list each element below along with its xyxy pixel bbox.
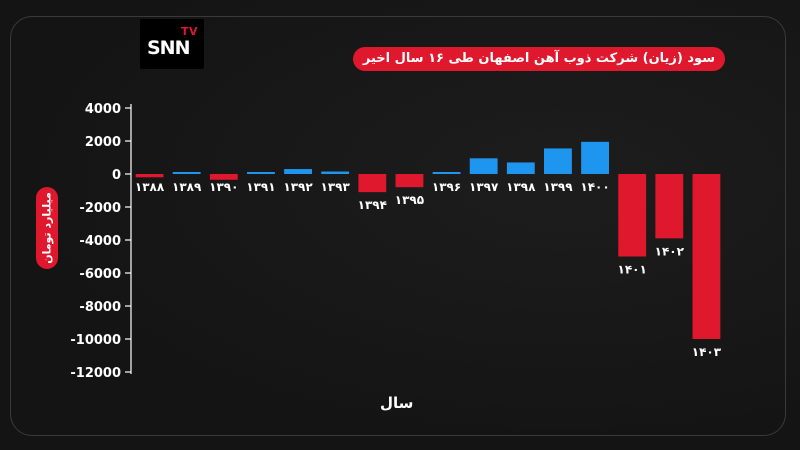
bar (172, 172, 201, 174)
bar (247, 172, 275, 174)
category-label: ۱۴۰۱ (618, 263, 647, 277)
y-tick-label: -6000 (79, 267, 121, 282)
bar (581, 141, 609, 174)
chart-frame (10, 16, 786, 436)
y-tick-label: -12000 (70, 366, 121, 381)
bar (321, 171, 350, 174)
y-tick-label: 2000 (85, 135, 121, 150)
bar (655, 174, 684, 239)
snn-tv-logo: TV SNN (140, 19, 204, 69)
y-tick-label: 0 (112, 168, 121, 183)
category-label: ۱۳۹۸ (506, 180, 536, 194)
category-label: ۱۴۰۲ (655, 244, 685, 258)
bar (469, 158, 498, 174)
bar (692, 174, 721, 339)
y-tick-label: -2000 (79, 201, 121, 216)
bar (618, 174, 647, 257)
bar (358, 174, 387, 193)
category-label: ۱۴۰۰ (580, 180, 609, 194)
category-label: ۱۳۸۹ (172, 180, 202, 194)
category-label: ۱۳۹۵ (395, 193, 424, 207)
logo-snn-text: SNN (147, 37, 190, 59)
bar (284, 169, 312, 174)
bar (506, 162, 535, 174)
category-label: ۱۳۹۰ (209, 180, 238, 194)
bar (209, 174, 238, 180)
bar (395, 174, 424, 188)
category-label: ۱۳۹۴ (358, 198, 387, 212)
chart-title: سود (زیان) شرکت ذوب آهن اصفهان طی ۱۶ سال… (352, 47, 725, 71)
x-axis-label: سال (380, 394, 414, 412)
y-tick-label: -4000 (79, 234, 121, 249)
category-label: ۱۳۹۷ (469, 180, 499, 194)
category-label: ۱۳۹۶ (432, 180, 461, 194)
logo-tv-text: TV (180, 25, 198, 38)
category-label: ۱۳۹۲ (283, 180, 313, 194)
category-label: ۱۴۰۳ (692, 345, 722, 359)
category-label: ۱۳۹۳ (321, 180, 351, 194)
y-tick-label: -10000 (70, 333, 121, 348)
y-tick-label: 4000 (85, 102, 121, 117)
bar (432, 172, 461, 174)
y-tick-label: -8000 (79, 300, 121, 315)
y-axis-unit-label: میلیارد تومان (36, 187, 58, 269)
category-label: ۱۳۹۱ (246, 180, 275, 194)
bar (135, 174, 164, 178)
bar (544, 148, 572, 174)
category-label: ۱۳۸۸ (135, 180, 165, 194)
category-label: ۱۳۹۹ (543, 180, 573, 194)
